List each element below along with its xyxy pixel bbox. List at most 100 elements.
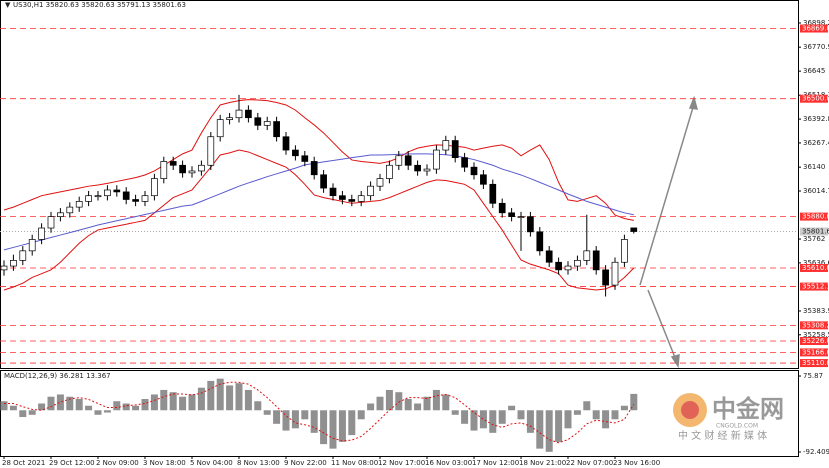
candle-body [113, 189, 121, 193]
level-tag [800, 321, 828, 330]
macd-bar [564, 410, 572, 429]
candle-body [621, 239, 628, 263]
macd-bar [169, 392, 177, 411]
y-tick-label: 35762 [803, 235, 825, 243]
arrow-up [639, 103, 695, 286]
macd-bar [592, 410, 600, 420]
macd-bar [282, 410, 290, 431]
arrow-head [670, 353, 680, 369]
level-tag [800, 24, 828, 33]
macd-bar [423, 396, 431, 411]
macd-bar [395, 392, 403, 411]
y-tick-label: 35636.6 [803, 259, 829, 267]
macd-bar [141, 398, 149, 411]
level-tag [800, 94, 828, 103]
macd-bar [28, 410, 36, 415]
macd-bar [122, 403, 130, 411]
macd-bar [536, 410, 544, 449]
macd-bar [56, 394, 64, 411]
candle-body [498, 202, 506, 214]
candle-body [75, 201, 83, 208]
candle-body [47, 216, 55, 229]
macd-bar [451, 410, 459, 415]
macd-bar [94, 410, 102, 415]
last-price-tag [800, 227, 828, 236]
macd-bar [66, 396, 74, 411]
y-tick-label: 35383.9 [803, 307, 829, 315]
x-tick-label: 18 Nov 21:00 [519, 459, 566, 467]
level-label: 35512.12 [802, 283, 829, 291]
candle-body [536, 231, 544, 252]
candle-body [348, 199, 356, 202]
level-tag [800, 263, 828, 272]
title-marker: ▼ [5, 1, 11, 9]
candle-body [141, 195, 149, 202]
candle-body [94, 195, 102, 198]
candle-body [630, 227, 638, 232]
candle-body [583, 250, 591, 261]
macd-bar [630, 393, 638, 411]
candle-body [592, 250, 600, 271]
logo-url: CNGOLD.COM [716, 423, 758, 430]
candle-body [179, 164, 186, 174]
macd-bar [367, 403, 375, 411]
macd-bar [498, 410, 506, 424]
macd-bar [602, 410, 610, 429]
macd-bar [207, 380, 215, 411]
macd-title: MACD(12,26,9) 36.281 13.367 [4, 372, 111, 380]
macd-bar [526, 410, 534, 433]
x-tick-label: 2 Nov 09:00 [96, 459, 139, 467]
candle-body [57, 212, 64, 217]
x-tick-label: 11 Nov 08:00 [331, 459, 378, 467]
y-tick-label: 36140 [803, 163, 825, 171]
macd-bar [160, 389, 168, 411]
chart-title: US30,H1 35820.63 35820.63 35791.13 35801… [13, 1, 186, 9]
level-tag [800, 348, 828, 357]
candle-body [292, 149, 299, 157]
macd-bar [150, 394, 158, 411]
macd-bar [442, 394, 450, 411]
candle-body [404, 155, 412, 166]
candle-body [564, 265, 572, 271]
macd-bar [113, 401, 121, 411]
macd-bar [385, 389, 393, 411]
y-tick-label: 36898.20 [803, 19, 829, 27]
x-tick-label: 9 Nov 22:00 [284, 459, 327, 467]
macd-bar [263, 410, 271, 415]
candle-body [38, 227, 45, 240]
macd-bar [9, 405, 17, 411]
level-tag [800, 336, 828, 345]
macd-bar [508, 405, 516, 411]
logo-name: 中金网 [712, 395, 784, 423]
candle-body [602, 269, 609, 286]
candle-body [376, 178, 384, 187]
candle-body [254, 117, 262, 126]
candle-body [169, 161, 177, 166]
macd-bar [470, 410, 478, 431]
macd-bar [555, 410, 563, 442]
x-tick-label: 5 Nov 04:00 [190, 459, 233, 467]
level-label: 35110.00 [802, 359, 829, 367]
macd-bar [301, 410, 309, 420]
candle-body [85, 195, 92, 202]
macd-tick-label: 75.87 [803, 372, 823, 380]
macd-bar [404, 398, 412, 411]
indicator-line [3, 149, 635, 291]
indicator-line [3, 153, 634, 251]
macd-bar [310, 410, 318, 433]
candle-body [433, 149, 440, 170]
candle-body [611, 261, 619, 286]
candle-body [395, 155, 403, 166]
level-label: 35880.00 [802, 213, 829, 221]
arrow-head [688, 95, 699, 110]
candle-body [414, 164, 421, 172]
macd-bar [75, 398, 83, 411]
x-tick-label: 12 Nov 17:00 [378, 459, 425, 467]
macd-bar [620, 405, 628, 411]
logo: 中金网 中 文 财 经 新 媒 体 CNGOLD.COM [673, 393, 784, 442]
candle-body [10, 260, 17, 267]
candle-body [461, 157, 468, 168]
candle-body [357, 195, 365, 202]
candle-body [423, 168, 431, 172]
